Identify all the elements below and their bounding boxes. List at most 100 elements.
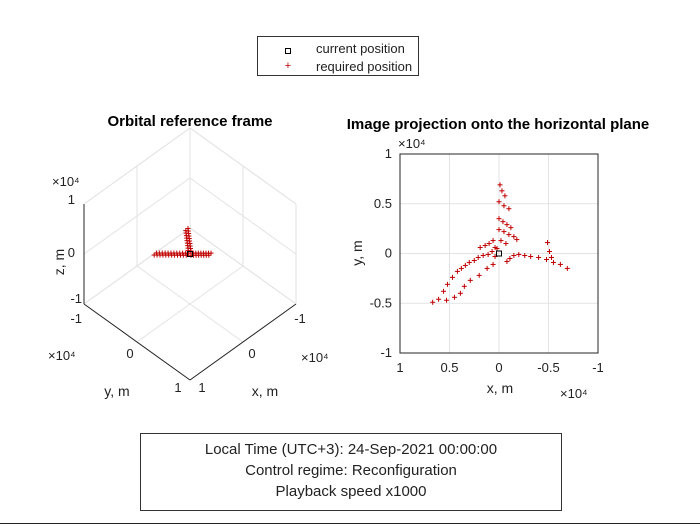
plot2-required-point — [461, 283, 467, 289]
plot2-required-point — [504, 222, 510, 228]
plot2-required-point — [490, 261, 496, 267]
plot2-required-point — [484, 265, 490, 271]
plot2-required-point — [536, 254, 542, 260]
plot1-y-tick-c: 1 — [174, 380, 181, 395]
plot2-required-point — [496, 216, 502, 222]
plot1-grid-line — [136, 265, 244, 343]
plot2-x-tick: 1 — [396, 360, 403, 375]
plot2-required-point — [546, 249, 552, 255]
plot2-required-point — [441, 288, 447, 294]
plot2-title: Image projection onto the horizontal pla… — [347, 116, 650, 133]
plot1-x-tick-b: 0 — [248, 346, 255, 361]
plot2-x-label: x, m — [487, 380, 513, 396]
plot2-required-point — [462, 262, 468, 268]
plot2-required-point — [477, 245, 483, 251]
plot1-x-tick-a: 1 — [198, 380, 205, 395]
plot2-required-point — [430, 299, 436, 305]
plot2-required-point — [490, 238, 496, 244]
plot2-y-label: y, m — [349, 240, 365, 265]
plot2-required-point — [557, 261, 563, 267]
legend-item-current: current position — [258, 39, 418, 57]
plot2-required-point — [514, 237, 520, 243]
plot1-z-exponent: ×10⁴ — [52, 174, 80, 189]
plot2-required-point — [444, 297, 450, 303]
plot2-required-point — [458, 265, 464, 271]
plot2-x-exponent: ×10⁴ — [560, 386, 588, 401]
plot2-required-point — [506, 206, 512, 212]
plot1-grid-line — [189, 177, 297, 255]
plot1-box-edge — [83, 127, 191, 205]
plot2-required-point — [467, 277, 473, 283]
plot1-y-tick-b: 0 — [126, 346, 133, 361]
plot2-required-point — [548, 254, 554, 260]
plot2-tick-labels: 1 0.5 0 -0.5 -1 -1 -0.5 0 0.5 1 — [370, 146, 604, 375]
required-position-marker-icon: + — [284, 60, 292, 72]
plot2-required-point — [482, 243, 488, 249]
local-time-text: Local Time (UTC+3): 24-Sep-2021 00:00:00 — [204, 441, 498, 458]
plot1-y-tick-a: -1 — [70, 311, 82, 326]
plot2-required-point — [501, 229, 507, 235]
plot2-required-point — [502, 193, 508, 199]
plot2-required-point — [496, 227, 502, 233]
plot2-required-point — [489, 249, 495, 255]
plot2-required-point — [522, 252, 528, 258]
plot1-grid-line — [83, 177, 191, 255]
plot2-required-point — [550, 259, 556, 265]
legend-label-current: current position — [316, 41, 405, 56]
plot1-axes-box — [83, 127, 297, 381]
plot2-required-point — [506, 232, 512, 238]
plot2-required-point — [454, 268, 460, 274]
plot1-x-label: x, m — [252, 383, 278, 399]
legend-item-required: + required position — [258, 57, 418, 75]
plot2-required-point — [496, 199, 502, 205]
plot2-required-point — [545, 240, 551, 246]
playback-speed-text: Playback speed x1000 — [275, 483, 427, 500]
plot2-y-exponent: ×10⁴ — [398, 136, 426, 151]
plot2-y-tick: 0 — [385, 246, 392, 261]
plot1-axis-edge — [189, 303, 297, 381]
plot2-y-tick: -0.5 — [370, 295, 392, 310]
plot2-required-point — [451, 294, 457, 300]
plot2-y-tick: 1 — [385, 146, 392, 161]
plot2-current-point — [496, 250, 502, 257]
plot1-title: Orbital reference frame — [107, 113, 272, 130]
plot2-required-point — [511, 252, 517, 258]
plot1-x-tick-c: -1 — [294, 311, 306, 326]
plot2-required-point — [498, 238, 504, 244]
plot2-x-tick: -0.5 — [537, 360, 559, 375]
plot2-required-point — [508, 225, 514, 231]
plot1-z-tick-mid: 0 — [68, 245, 75, 260]
plot2-required-point — [436, 296, 442, 302]
plot2-required-point — [499, 188, 505, 194]
plot1-required-point — [153, 250, 159, 256]
plot2-required-point — [503, 241, 509, 247]
plot1-current-point — [187, 251, 193, 257]
plot2-required-point — [511, 234, 517, 240]
plot2-required-point — [480, 252, 486, 258]
legend: current position + required position — [257, 36, 419, 76]
plot2-required-point — [544, 256, 550, 262]
plot1-y-exponent: ×10⁴ — [48, 348, 76, 363]
plot2-required-point — [457, 290, 463, 296]
plot2-required-point — [507, 255, 513, 261]
plot2-required-point — [485, 251, 491, 257]
plot1-z-tick-top: 1 — [68, 192, 75, 207]
plot2-points — [430, 182, 570, 305]
plot2-y-tick: 0.5 — [374, 196, 392, 211]
plot1-x-exponent: ×10⁴ — [301, 350, 329, 365]
plot2-grid — [399, 153, 599, 354]
plot2-required-point — [476, 272, 482, 278]
plot1-y-label: y, m — [104, 383, 129, 399]
control-regime-text: Control regime: Reconfiguration — [245, 462, 457, 479]
plot-3d-orbital-frame: Orbital reference frame ×10⁴ ×10⁴ ×10⁴ z… — [48, 113, 329, 399]
plot2-required-point — [500, 219, 506, 225]
plot2-required-point — [471, 257, 477, 263]
plot2-required-point — [564, 265, 570, 271]
plot2-required-point — [501, 203, 507, 209]
plot2-required-point — [466, 259, 472, 265]
plot2-required-point — [497, 182, 503, 188]
plot2-required-point — [504, 258, 510, 264]
plot2-required-point — [475, 254, 481, 260]
plot2-x-tick: 0.5 — [440, 360, 458, 375]
